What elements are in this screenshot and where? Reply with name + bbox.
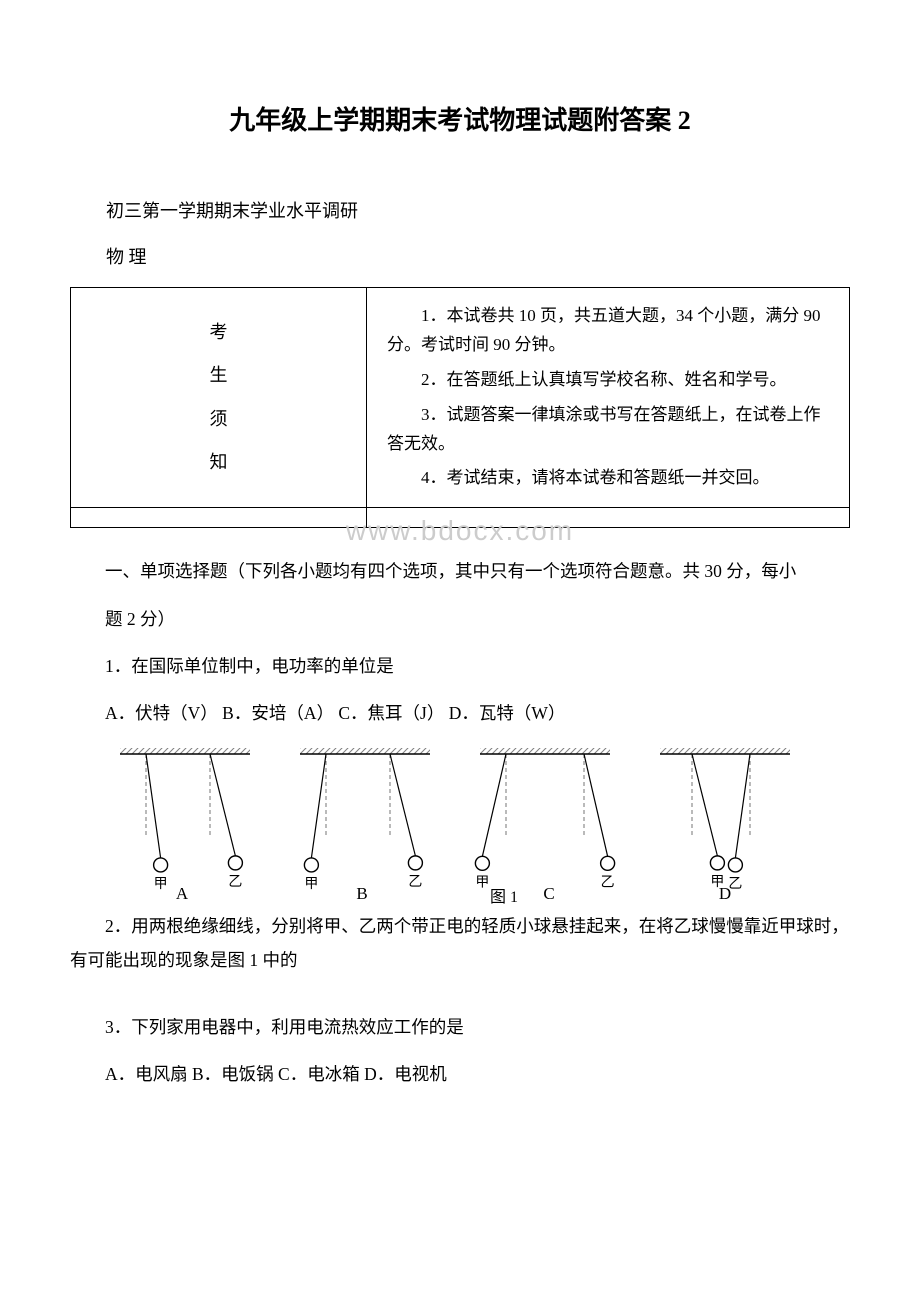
figure-1: 甲乙A甲乙B甲乙C甲乙D图 1 (100, 744, 820, 904)
figure-1-svg: 甲乙A甲乙B甲乙C甲乙D图 1 (100, 744, 820, 904)
instruction-item: 3．试题答案一律填涂或书写在答题纸上，在试卷上作答无效。 (387, 401, 829, 459)
section1-heading-cont: 题 2 分） (70, 603, 850, 636)
svg-text:甲: 甲 (304, 877, 318, 892)
exam-instructions-table: 考 生 须 知 1．本试卷共 10 页，共五道大题，34 个小题，满分 90 分… (70, 287, 850, 528)
svg-text:乙: 乙 (408, 874, 422, 890)
label-char: 考 (91, 311, 346, 354)
svg-text:图 1: 图 1 (490, 889, 518, 904)
svg-text:甲: 甲 (154, 877, 168, 892)
instructions-left-label: 考 生 须 知 (71, 288, 367, 508)
q3-stem: 3．下列家用电器中，利用电流热效应工作的是 (70, 1011, 850, 1044)
instruction-item: 4．考试结束，请将本试卷和答题纸一并交回。 (387, 464, 829, 493)
svg-text:乙: 乙 (601, 875, 615, 891)
svg-text:甲: 甲 (475, 876, 489, 891)
instruction-item: 1．本试卷共 10 页，共五道大题，34 个小题，满分 90 分。考试时间 90… (387, 302, 829, 360)
label-char: 须 (91, 398, 346, 441)
subtitle: 初三第一学期期末学业水平调研 (70, 197, 850, 223)
svg-text:B: B (356, 884, 367, 903)
svg-text:A: A (176, 884, 189, 903)
label-char: 生 (91, 354, 346, 397)
watermark-text: www.bdocx.com (70, 515, 850, 547)
q3-options: A．电风扇 B．电饭锅 C．电冰箱 D．电视机 (70, 1058, 850, 1091)
svg-text:C: C (543, 884, 554, 903)
q2-text: 2．用两根绝缘细线，分别将甲、乙两个带正电的轻质小球悬挂起来，在将乙球慢慢靠近甲… (70, 910, 850, 977)
page-title: 九年级上学期期末考试物理试题附答案 2 (70, 100, 850, 137)
svg-text:D: D (719, 884, 731, 903)
section1-heading: 一、单项选择题（下列各小题均有四个选项，其中只有一个选项符合题意。共 30 分，… (70, 555, 850, 588)
subject-label: 物 理 (70, 243, 850, 269)
svg-text:乙: 乙 (228, 874, 242, 890)
q1-stem: 1．在国际单位制中，电功率的单位是 (70, 650, 850, 683)
label-char: 知 (91, 441, 346, 484)
instructions-body: 1．本试卷共 10 页，共五道大题，34 个小题，满分 90 分。考试时间 90… (367, 288, 850, 508)
q1-options: A．伏特（V） B．安培（A） C．焦耳（J） D．瓦特（W） (70, 697, 850, 730)
instruction-item: 2．在答题纸上认真填写学校名称、姓名和学号。 (387, 366, 829, 395)
